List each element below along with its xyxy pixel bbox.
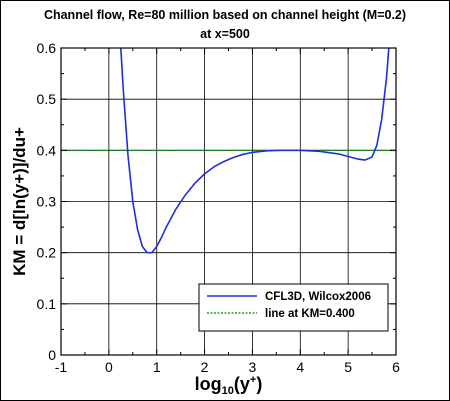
- x-tick-label: 3: [249, 359, 257, 375]
- x-axis-label-subscript: 10: [222, 385, 234, 397]
- y-tick-label: 0.1: [37, 296, 57, 312]
- x-axis-label-superscript: +: [250, 374, 256, 386]
- y-tick-label: 0.4: [37, 142, 57, 158]
- axis-labels: log10(y+)KM = d[ln(y+)]/du+: [10, 127, 262, 397]
- series-line-cfl3d: [120, 48, 390, 254]
- x-axis-label-close: ): [256, 374, 262, 394]
- y-tick-label: 0.5: [37, 91, 57, 107]
- legend-label: line at KM=0.400: [265, 308, 355, 320]
- chart-title: Channel flow, Re=80 million based on cha…: [43, 8, 407, 22]
- x-tick-label: 6: [392, 359, 400, 375]
- legend: CFL3D, Wilcox2006 line at KM=0.400: [198, 283, 389, 332]
- x-tick-label: 0: [105, 359, 113, 375]
- y-tick-label: 0.2: [37, 245, 57, 261]
- x-tick-label: 2: [201, 359, 209, 375]
- legend-label: CFL3D, Wilcox2006: [265, 291, 371, 303]
- axis-ticks: -1 0 1 2 3 4 5 600.10.20.30.40.50.6: [37, 40, 401, 375]
- x-tick-label: 1: [153, 359, 161, 375]
- y-axis-label: KM = d[ln(y+)]/du+: [10, 127, 29, 276]
- y-tick-label: 0: [48, 347, 56, 363]
- x-axis-label-argument: (y: [234, 374, 250, 394]
- x-tick-label: -1: [55, 359, 68, 375]
- x-axis-label-main: log: [195, 374, 222, 394]
- chart-subtitle: at x=500: [200, 27, 250, 41]
- y-tick-label: 0.6: [37, 40, 57, 56]
- x-tick-label: 5: [344, 359, 352, 375]
- x-tick-label: 4: [296, 359, 304, 375]
- legend-box: [198, 283, 389, 332]
- x-axis-label: log10(y+): [195, 374, 263, 397]
- y-tick-label: 0.3: [37, 194, 57, 210]
- series-layer: [61, 48, 396, 254]
